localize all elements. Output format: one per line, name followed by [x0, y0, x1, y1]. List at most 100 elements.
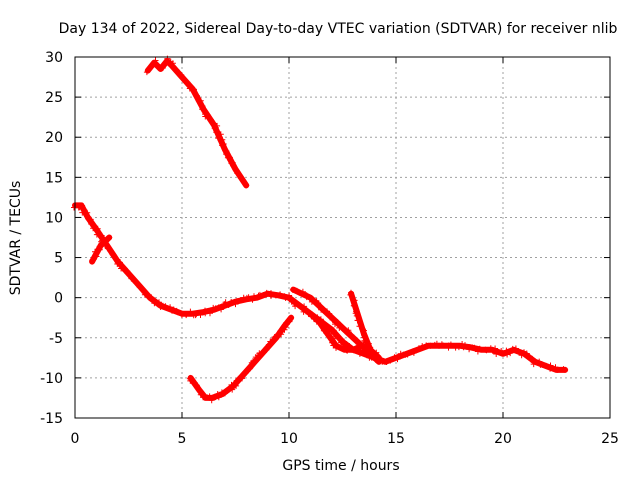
x-tick-label: 25: [601, 431, 619, 447]
data-point: [360, 326, 366, 333]
data-point: [190, 86, 197, 93]
data-point: [239, 375, 246, 382]
data-point: [312, 314, 319, 321]
data-point: [128, 275, 135, 282]
data-point: [306, 295, 313, 302]
data-point: [184, 79, 191, 86]
data-point: [318, 306, 325, 313]
data-point: [554, 366, 561, 373]
data-point: [329, 316, 336, 323]
data-point: [300, 308, 307, 315]
y-tick-label: -5: [49, 331, 63, 347]
data-point: [345, 346, 352, 353]
grid-lines: [75, 57, 610, 418]
data-point: [219, 136, 226, 143]
data-point: [492, 345, 499, 352]
data-point: [361, 337, 368, 344]
data-point: [208, 397, 215, 404]
data-point: [303, 294, 310, 301]
data-point: [326, 310, 333, 317]
data-point: [212, 305, 219, 312]
data-point: [228, 299, 235, 305]
data-point: [159, 65, 166, 71]
data-point: [471, 344, 478, 351]
data-point: [124, 268, 131, 275]
y-tick-label: -10: [40, 371, 63, 387]
data-point: [348, 346, 355, 353]
data-point: [234, 170, 241, 177]
data-point: [215, 394, 222, 401]
data-point: [193, 382, 200, 389]
chart-title: Day 134 of 2022, Sidereal Day-to-day VTE…: [59, 21, 618, 37]
data-point: [366, 348, 373, 355]
data-point: [83, 212, 90, 219]
data-point: [462, 342, 468, 349]
y-tick-label: 0: [54, 291, 63, 307]
data-point: [255, 292, 262, 299]
data-point: [156, 299, 162, 306]
data-point: [249, 296, 256, 303]
data-point: [102, 238, 109, 245]
data-point: [528, 356, 535, 363]
data-point: [217, 131, 224, 138]
data-point: [547, 365, 554, 372]
data-series-layer: [71, 55, 569, 404]
data-point: [148, 294, 155, 301]
x-tick-label: 15: [387, 431, 405, 447]
data-point: [339, 324, 346, 331]
data-point: [371, 354, 378, 361]
data-point: [338, 339, 345, 346]
data-point: [143, 291, 150, 298]
data-point: [447, 341, 454, 348]
data-point: [521, 349, 527, 356]
data-point: [273, 333, 279, 340]
data-point: [330, 327, 337, 334]
data-point: [110, 251, 117, 258]
data-point: [107, 246, 114, 253]
data-point: [276, 292, 283, 299]
data-point: [193, 93, 200, 99]
data-point: [250, 358, 256, 365]
data-point: [88, 221, 95, 227]
data-point: [243, 182, 250, 189]
data-point: [265, 341, 272, 348]
data-point: [562, 366, 569, 373]
data-point: [320, 327, 327, 334]
data-point: [340, 344, 347, 351]
data-point: [94, 225, 101, 232]
data-point: [282, 324, 289, 331]
data-point: [347, 291, 354, 298]
data-point: [315, 300, 322, 306]
data-point: [278, 331, 285, 338]
data-point: [277, 328, 284, 335]
x-axis-label: GPS time / hours: [282, 458, 399, 474]
data-point: [169, 63, 176, 70]
data-point: [92, 248, 98, 255]
data-point: [174, 309, 181, 316]
data-point: [96, 243, 103, 250]
data-point: [271, 334, 278, 340]
data-point: [242, 369, 249, 376]
data-point: [186, 85, 193, 92]
data-point: [299, 288, 306, 295]
series-early-branch: [89, 234, 113, 265]
data-point: [318, 322, 325, 329]
data-point: [233, 382, 240, 389]
y-tick-label: 25: [45, 90, 63, 106]
data-point: [228, 381, 235, 388]
data-point: [154, 61, 161, 68]
data-point: [529, 355, 536, 362]
data-point: [397, 350, 404, 357]
data-point: [214, 391, 221, 397]
y-tick-label: 20: [45, 130, 63, 146]
data-point: [292, 303, 299, 310]
data-point: [476, 345, 483, 352]
data-point: [206, 393, 213, 400]
data-point: [353, 308, 360, 315]
data-point: [246, 365, 253, 372]
data-point: [162, 303, 169, 310]
y-tick-label: 10: [45, 210, 63, 226]
data-point: [493, 351, 500, 357]
